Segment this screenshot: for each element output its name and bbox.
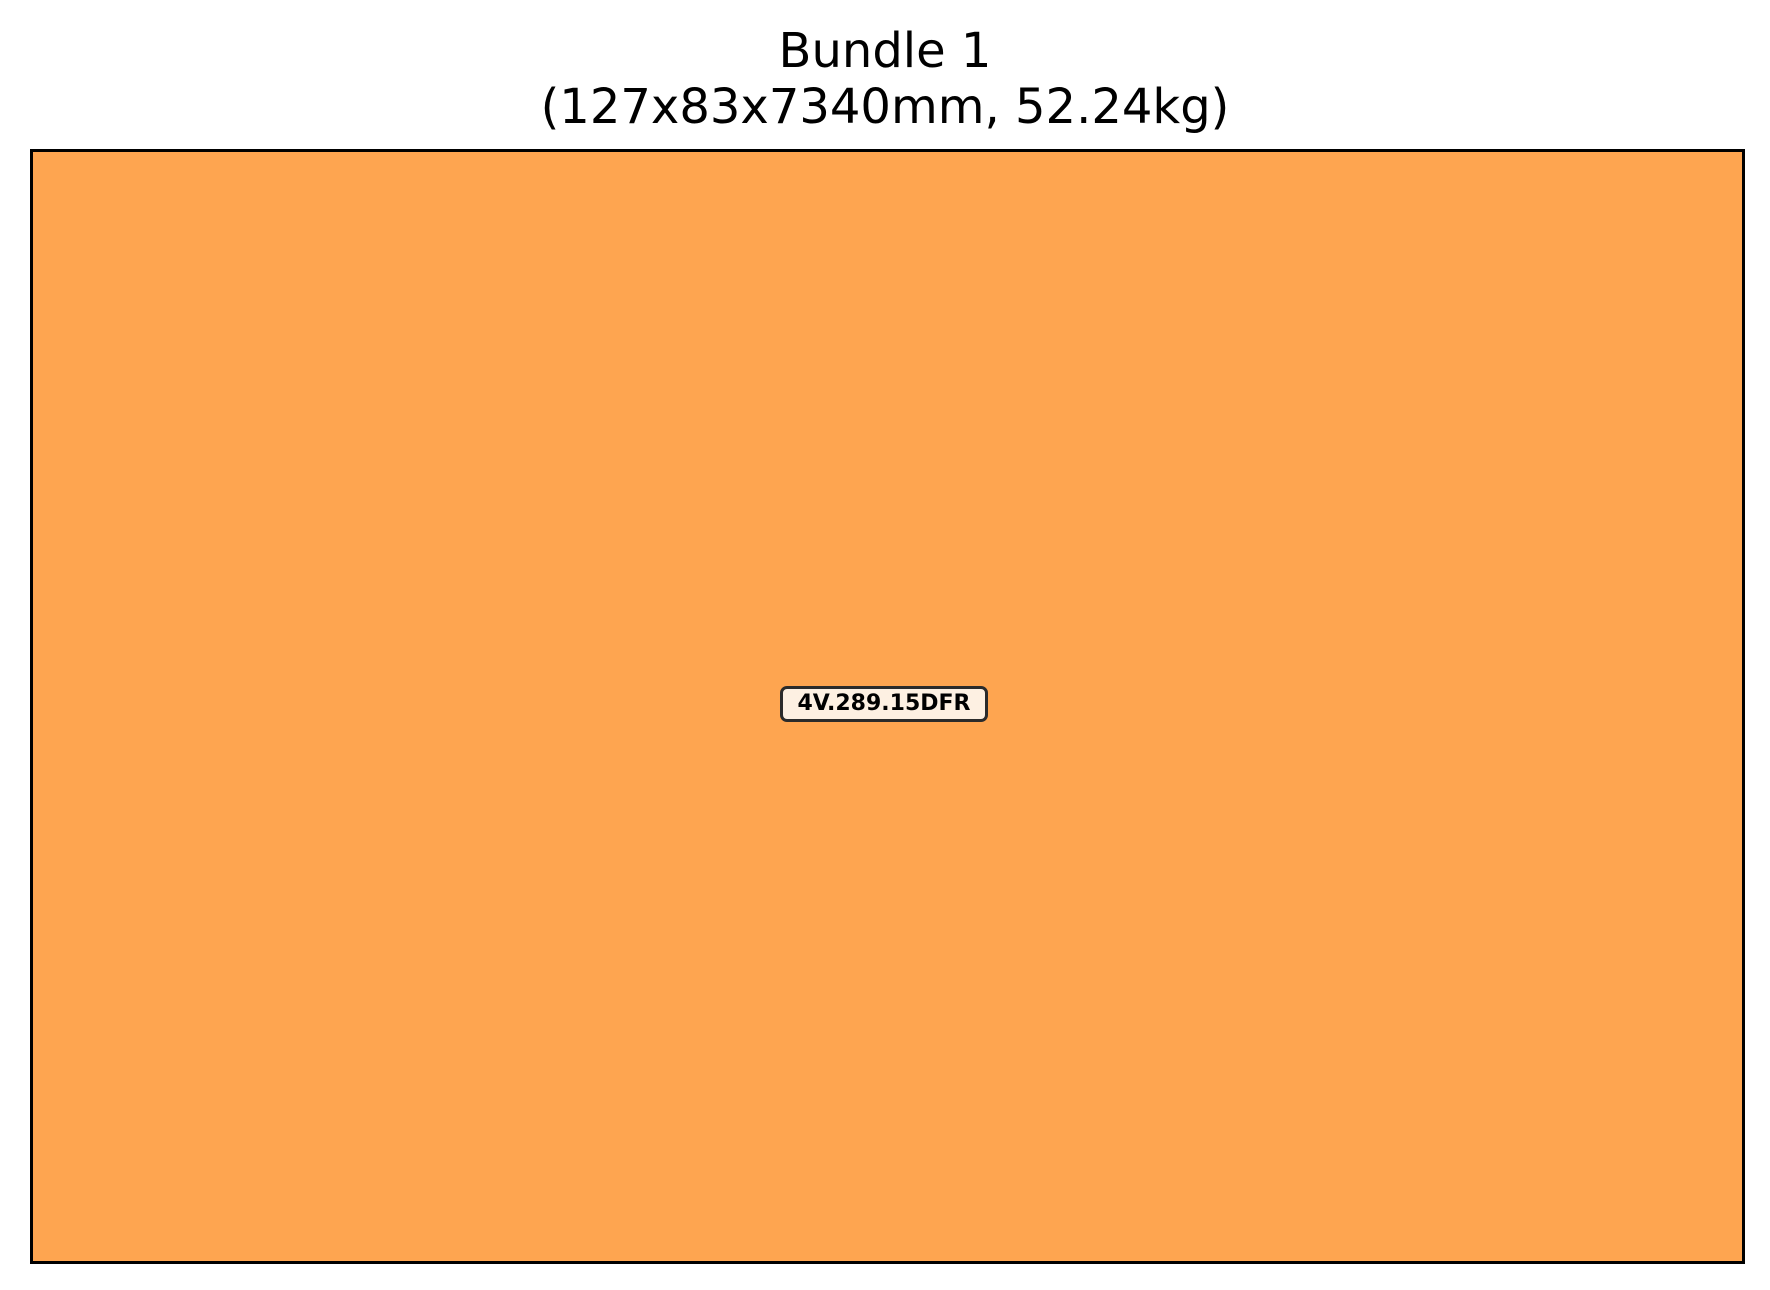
diagram-subtitle: (127x83x7340mm, 52.24kg): [540, 79, 1230, 135]
item-label: 4V.289.15DFR: [780, 686, 988, 722]
diagram-title: Bundle 1: [778, 23, 992, 79]
